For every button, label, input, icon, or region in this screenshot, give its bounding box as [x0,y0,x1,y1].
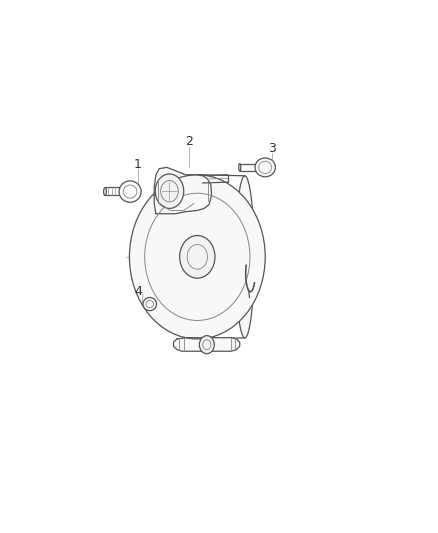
Ellipse shape [104,188,106,196]
Polygon shape [154,167,212,214]
Ellipse shape [236,176,254,338]
Ellipse shape [143,297,156,311]
Text: 4: 4 [134,285,142,298]
Polygon shape [173,338,240,351]
Ellipse shape [255,158,276,177]
Text: 1: 1 [134,158,142,171]
Ellipse shape [239,164,241,171]
Text: 3: 3 [268,142,276,155]
Circle shape [155,174,184,208]
Circle shape [199,336,214,354]
Circle shape [129,175,265,339]
Ellipse shape [119,181,141,202]
Text: 2: 2 [185,135,193,148]
Circle shape [180,236,215,278]
